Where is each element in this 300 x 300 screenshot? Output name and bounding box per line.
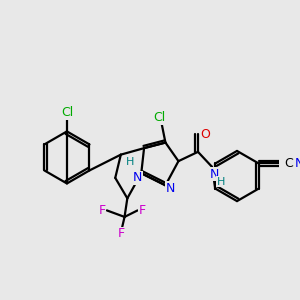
Text: O: O	[200, 128, 210, 141]
Text: F: F	[118, 227, 125, 240]
Text: H: H	[126, 157, 134, 167]
Text: N: N	[210, 168, 219, 181]
Text: Cl: Cl	[154, 111, 166, 124]
Text: Cl: Cl	[61, 106, 73, 119]
Text: N: N	[295, 157, 300, 170]
Text: C: C	[284, 157, 293, 170]
Text: H: H	[217, 177, 225, 187]
Text: F: F	[139, 204, 146, 217]
Text: F: F	[99, 204, 106, 217]
Text: N: N	[133, 171, 142, 184]
Text: N: N	[165, 182, 175, 195]
